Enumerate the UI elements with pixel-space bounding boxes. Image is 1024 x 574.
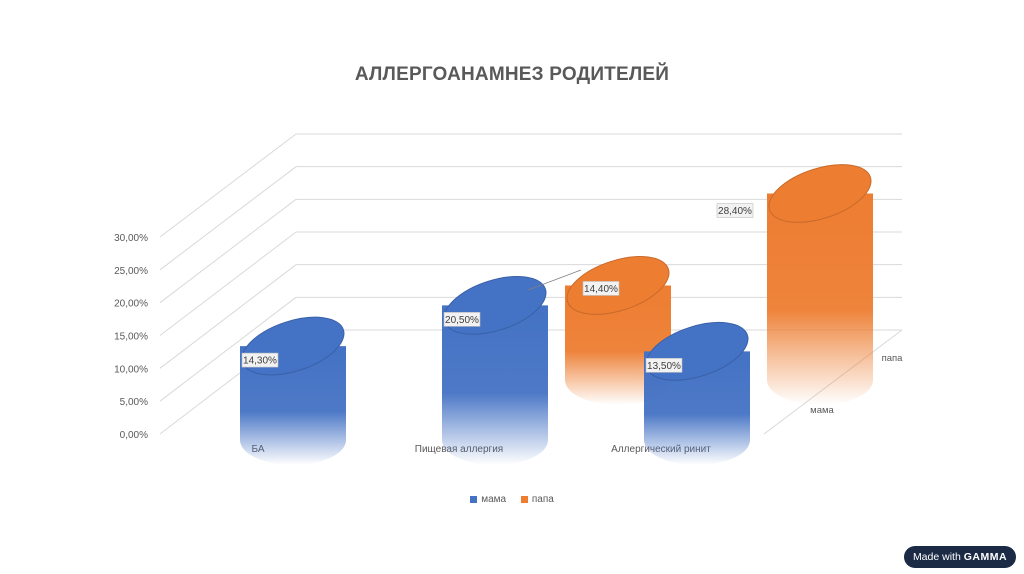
bar-папа-2: [767, 193, 873, 405]
data-label-мама-2: 13,50%: [647, 361, 681, 372]
data-label-box: [716, 203, 754, 218]
badge-prefix: Made with: [912, 551, 961, 563]
y-tick-label: 5,00%: [120, 397, 148, 408]
y-tick-label: 10,00%: [114, 364, 148, 375]
bar-top-edge-папа-1: [566, 256, 670, 315]
legend-item-mama: мама: [470, 494, 506, 505]
bar-top-edge-папа-2: [768, 164, 872, 223]
y-tick-label: 15,00%: [114, 332, 148, 343]
data-label-box: [582, 281, 620, 296]
legend-label-papa: папа: [531, 494, 554, 505]
legend-item-papa: папа: [520, 494, 554, 505]
bars: [240, 164, 873, 465]
side-gridline: [159, 198, 297, 304]
data-label-leader: [527, 269, 582, 291]
depth-axis-labels: мама папа: [810, 353, 903, 416]
bar-top-папа-2: [769, 164, 871, 223]
legend: мама папа: [0, 494, 1024, 505]
data-label-мама-0: 14,30%: [243, 356, 277, 367]
data-label-box: [443, 312, 481, 327]
depth-label: мама: [810, 405, 834, 416]
badge-brand: GAMMA: [963, 551, 1008, 563]
y-tick-label: 30,00%: [114, 233, 148, 244]
data-label-папа-2: 28,40%: [718, 206, 752, 217]
chart-title: АЛЛЕРГОАНАМНЕЗ РОДИТЕЛЕЙ: [354, 64, 670, 85]
made-with-badge[interactable]: Made with GAMMA: [904, 546, 1016, 568]
data-label-папа-1: 14,40%: [584, 284, 618, 295]
legend-label-mama: мама: [481, 494, 507, 505]
bar-мама-1: [442, 305, 548, 465]
legend-swatch-papa: [520, 495, 528, 503]
side-gridline: [159, 296, 297, 402]
data-label-box: [241, 352, 279, 368]
y-tick-label: 20,00%: [114, 299, 148, 310]
bar-мама-0: [240, 346, 346, 465]
y-tick-label: 0,00%: [120, 430, 148, 441]
side-gridline: [159, 166, 297, 271]
side-gridline: [159, 264, 297, 369]
side-gridline: [159, 231, 297, 336]
y-tick-label: 25,00%: [114, 266, 148, 277]
side-gridline: [159, 133, 297, 238]
data-labels: 14,40% 28,40% 14,30% 20,50% 13,50%: [241, 203, 754, 373]
data-label-мама-1: 20,50%: [445, 315, 479, 326]
depth-label: папа: [882, 353, 904, 364]
data-label-box: [645, 358, 683, 373]
y-axis-ticks: 0,00% 5,00% 10,00% 15,00% 20,00% 25,00% 30,00%: [114, 233, 148, 441]
legend-swatch-mama: [470, 495, 478, 503]
